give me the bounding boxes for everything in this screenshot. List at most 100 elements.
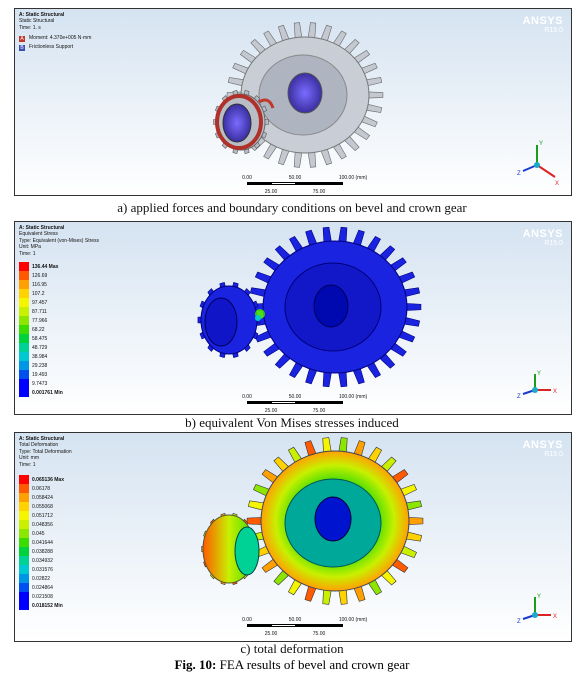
legend-row: 68.22 (19, 325, 63, 334)
legend-row: 9.7473 (19, 379, 63, 388)
bc-label: Moment: 4.370e+005 N·mm (29, 35, 92, 41)
analysis-info: A: Static Structural Static Structural T… (19, 12, 64, 31)
gear-model-deformation[interactable] (15, 433, 571, 641)
legend-value: 126.69 (32, 272, 48, 279)
axis-triad-icon[interactable]: Y X Z (515, 591, 565, 633)
svg-text:Z: Z (517, 171, 521, 177)
legend-swatch (19, 352, 29, 361)
scale-label: 75.00 (312, 631, 326, 637)
legend-value: 0.045 (32, 530, 45, 537)
legend-value: 0.048356 (32, 521, 53, 528)
scale-bar: 0.00 50.00 100.00 (mm) 25.00 75.00 (242, 394, 383, 414)
legend-row: 19.493 (19, 370, 63, 379)
deformation-color-legend: 0.065136 Max 0.06178 0.058424 0.055068 0.051… (19, 475, 64, 610)
legend-row: 48.729 (19, 343, 63, 352)
legend-value: 0.018152 Min (32, 602, 63, 609)
scale-segment (295, 624, 343, 627)
legend-swatch (19, 484, 29, 493)
legend-swatch (19, 379, 29, 388)
scale-label: 0.00 (242, 175, 252, 181)
legend-value: 0.065136 Max (32, 476, 64, 483)
legend-row: 0.018152 Min (19, 601, 64, 610)
legend-swatch (19, 334, 29, 343)
scale-bar: 0.00 50.00 100.00 (mm) 25.00 75.00 (242, 617, 383, 639)
axis-triad-icon[interactable]: Y X Z (515, 137, 565, 189)
info-line: A: Static Structural (19, 436, 65, 442)
legend-row: 107.2 (19, 289, 63, 298)
legend-value: 0.041644 (32, 539, 53, 546)
info-line: Total Deformation (19, 442, 59, 449)
bc-item-moment[interactable]: A Moment: 4.370e+005 N·mm (19, 34, 91, 43)
legend-row: 0.024864 (19, 583, 64, 592)
axis-triad-icon[interactable]: Y X Z (515, 368, 565, 408)
gear-model-stress[interactable] (15, 222, 571, 414)
scale-segment (271, 182, 297, 185)
legend-swatch (19, 601, 29, 610)
scale-label: 0.00 (242, 617, 252, 623)
legend-swatch (19, 520, 29, 529)
legend-value: 87.711 (32, 308, 47, 315)
legend-row: 0.02822 (19, 574, 64, 583)
legend-swatch (19, 511, 29, 520)
bc-label: Frictionless Support (29, 44, 74, 50)
legend-row: 0.058424 (19, 493, 64, 502)
legend-value: 107.2 (32, 290, 45, 297)
bc-item-support[interactable]: B Frictionless Support (19, 43, 91, 52)
legend-row: 0.045 (19, 529, 64, 538)
scale-label: 100.00 (mm) (338, 175, 368, 181)
svg-text:Z: Z (517, 619, 521, 625)
boundary-conditions-legend: A Moment: 4.370e+005 N·mm B Frictionless… (19, 34, 91, 52)
legend-swatch (19, 262, 29, 271)
info-line: Time: 1 (19, 461, 36, 468)
scale-label: 25.00 (264, 189, 278, 195)
legend-row: 97.457 (19, 298, 63, 307)
ansys-logo-text: ANSYS (522, 439, 563, 451)
info-line: Type: Total Deformation (19, 448, 72, 455)
legend-value: 38.984 (32, 353, 48, 360)
svg-text:X: X (555, 181, 559, 187)
legend-swatch (19, 583, 29, 592)
legend-value: 58.475 (32, 335, 48, 342)
gear-model-grey[interactable] (15, 9, 571, 195)
scale-label: 75.00 (312, 189, 326, 195)
legend-value: 0.06178 (32, 485, 51, 492)
legend-value: 0.058424 (32, 494, 53, 501)
info-line: Static Structural (19, 18, 55, 25)
legend-swatch (19, 547, 29, 556)
ansys-version: R15.0 (544, 451, 563, 458)
scale-segment (247, 624, 271, 627)
info-line: Equivalent Stress (19, 231, 58, 238)
legend-row: 29.238 (19, 361, 63, 370)
legend-row: 126.69 (19, 271, 63, 280)
legend-value: 19.493 (32, 371, 48, 378)
analysis-info: A: Static Structural Total Deformation T… (19, 436, 72, 468)
legend-row: 0.041644 (19, 538, 64, 547)
ansys-version: R15.0 (544, 27, 563, 34)
legend-swatch (19, 361, 29, 370)
legend-value: 0.034932 (32, 557, 53, 564)
info-line: Type: Equivalent (von-Mises) Stress (19, 237, 100, 244)
stress-color-legend: 136.44 Max 126.69 116.95 107.2 97.457 87.711 7… (19, 262, 63, 397)
legend-value: 0.024864 (32, 584, 53, 591)
scale-segment (295, 401, 343, 404)
svg-text:Y: Y (537, 594, 541, 600)
figure-label: Fig. 10: (174, 657, 217, 672)
viewport-equivalent-stress[interactable]: A: Static Structural Equivalent Stress T… (14, 221, 572, 415)
scale-label: 25.00 (264, 631, 278, 637)
scale-label: 100.00 (mm) (338, 617, 368, 623)
legend-row: 136.44 Max (19, 262, 63, 271)
viewport-total-deformation[interactable]: A: Static Structural Total Deformation T… (14, 432, 572, 642)
scale-label: 50.00 (288, 175, 302, 181)
info-line: Time: 1. s (19, 24, 41, 31)
scale-segment (247, 182, 271, 185)
legend-swatch (19, 307, 29, 316)
legend-row: 0.051712 (19, 511, 64, 520)
legend-swatch (19, 316, 29, 325)
info-line: A: Static Structural (19, 225, 65, 231)
viewport-applied-forces[interactable]: A: Static Structural Static Structural T… (14, 8, 572, 196)
figure-title: Fig. 10: FEA results of bevel and crown … (0, 657, 584, 673)
ansys-logo: ANSYS R15.0 (523, 229, 563, 248)
legend-swatch (19, 565, 29, 574)
caption-c: c) total deformation (240, 641, 344, 656)
legend-swatch (19, 493, 29, 502)
